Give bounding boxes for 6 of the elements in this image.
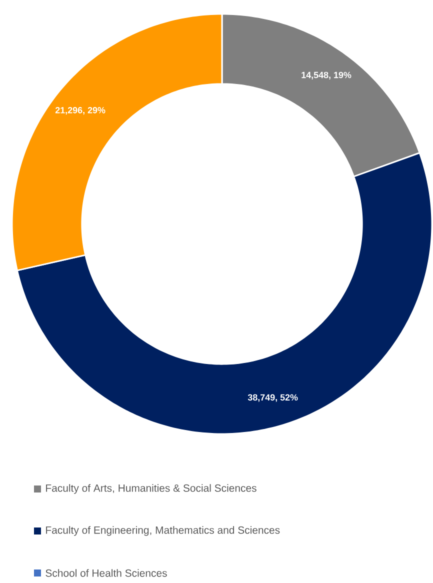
data-label: 21,296, 29%	[56, 107, 106, 115]
data-label: 14,548, 19%	[302, 72, 352, 80]
data-label: 38,749, 52%	[248, 394, 298, 402]
legend-label: Faculty of Engineering, Mathematics and Sciences	[46, 526, 280, 536]
legend-label: Faculty of Arts, Humanities & Social Sciences	[46, 484, 257, 494]
legend-label: School of Health Sciences	[46, 569, 168, 577]
